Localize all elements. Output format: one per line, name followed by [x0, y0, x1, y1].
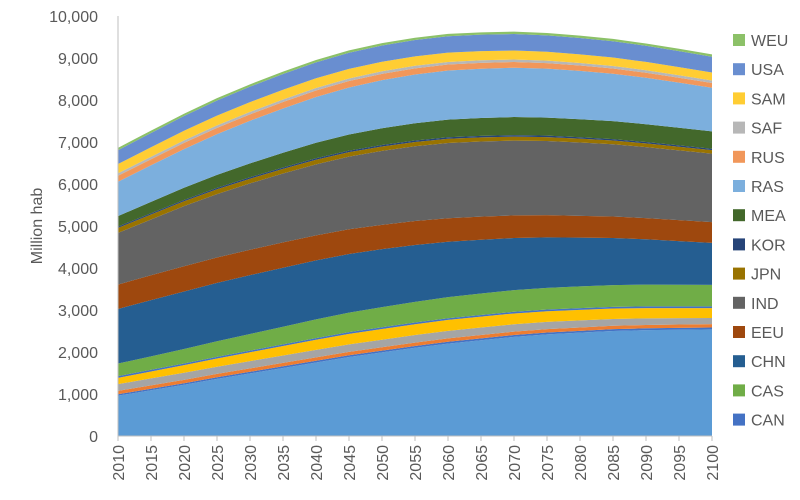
y-tick-label: 4,000 [58, 261, 98, 278]
x-tick-label: 2030 [243, 445, 260, 481]
area-ind [118, 308, 712, 385]
legend-label-weu: WEU [751, 33, 788, 50]
legend-swatch-ras [733, 180, 745, 192]
legend-label-chn: CHN [751, 354, 786, 371]
x-tick-label: 2010 [111, 445, 128, 481]
legend-swatch-usa [733, 63, 745, 76]
area-saf2 [118, 59, 712, 176]
x-tick-label: 2035 [276, 445, 293, 481]
x-tick-label: 2045 [342, 445, 359, 481]
area-series-group [118, 31, 712, 436]
legend-label-rus: RUS [751, 150, 785, 167]
legend-swatch-mea [733, 209, 745, 222]
x-tick-label: 2075 [540, 445, 557, 481]
x-tick-label: 2015 [144, 445, 161, 481]
legend: WEU USA SAM SAF RUS RAS MEA KOR JPN IND EEU CHN CAS C… [733, 33, 788, 430]
legend-swatch-chn [733, 355, 745, 368]
y-tick-label: 5,000 [58, 219, 98, 236]
y-tick-label: 1,000 [58, 387, 98, 404]
legend-label-sam: SAM [751, 91, 786, 108]
area-rus2 [118, 61, 712, 182]
area-ras [118, 215, 712, 309]
legend-label-cas: CAS [751, 383, 784, 400]
x-tick-label: 2095 [672, 445, 689, 481]
x-tick-label: 2100 [705, 445, 722, 481]
area-can [118, 329, 712, 436]
x-tick-label: 2055 [408, 445, 425, 481]
legend-label-mea: MEA [751, 208, 786, 225]
x-tick-label: 2025 [210, 445, 227, 481]
y-tick-label: 8,000 [58, 93, 98, 110]
x-tick-label: 2050 [375, 445, 392, 481]
area-weu2 [118, 31, 712, 151]
x-tick-label: 2020 [177, 445, 194, 481]
x-tick-label: 2090 [639, 445, 656, 481]
legend-label-jpn: JPN [751, 267, 781, 284]
legend-swatch-ind [733, 296, 745, 309]
y-axis-ticks: 0 1,000 2,000 3,000 4,000 5,000 6,000 7,000 8,00… [49, 9, 98, 446]
area-mea [118, 237, 712, 364]
area-sam2 [118, 50, 712, 174]
x-axis-ticks: 2010 2015 2020 2025 2030 2035 2040 2045 2050 2055… [111, 436, 722, 481]
legend-swatch-cas [733, 384, 745, 397]
legend-swatch-can [733, 413, 745, 426]
y-tick-label: 10,000 [49, 9, 98, 26]
x-tick-label: 2065 [474, 445, 491, 481]
legend-swatch-saf [733, 121, 745, 134]
y-tick-label: 0 [89, 429, 98, 446]
y-tick-label: 7,000 [58, 135, 98, 152]
legend-label-saf: SAF [751, 121, 782, 138]
y-axis-label: Million hab [29, 188, 46, 265]
area-usa [118, 117, 712, 227]
legend-label-can: CAN [751, 413, 785, 430]
area-rus [118, 140, 712, 285]
legend-label-usa: USA [751, 62, 784, 79]
area-kor [118, 284, 712, 377]
area-usa2 [118, 33, 712, 165]
y-tick-label: 9,000 [58, 51, 98, 68]
legend-label-eeu: EEU [751, 325, 784, 342]
y-tick-label: 6,000 [58, 177, 98, 194]
legend-swatch-sam [733, 92, 745, 105]
legend-label-kor: KOR [751, 237, 786, 254]
y-tick-label: 3,000 [58, 303, 98, 320]
legend-swatch-rus [733, 150, 745, 163]
legend-swatch-jpn [733, 267, 745, 280]
legend-swatch-kor [733, 238, 745, 251]
legend-swatch-eeu [733, 326, 745, 338]
area-weu [118, 67, 712, 217]
x-tick-label: 2060 [441, 445, 458, 481]
legend-label-ras: RAS [751, 179, 784, 196]
area-saf [118, 136, 712, 233]
legend-label-ind: IND [751, 296, 779, 313]
x-tick-label: 2080 [573, 445, 590, 481]
x-tick-label: 2070 [507, 445, 524, 481]
x-tick-label: 2040 [309, 445, 326, 481]
legend-swatch-weu [733, 34, 745, 46]
y-tick-label: 2,000 [58, 345, 98, 362]
x-tick-label: 2085 [606, 445, 623, 481]
